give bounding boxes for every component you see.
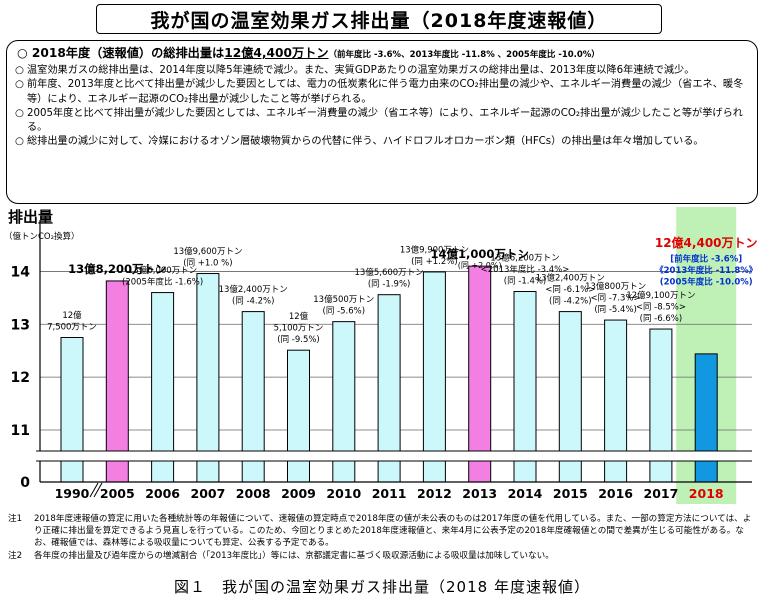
x-tick-label: 2015 [553, 486, 588, 501]
bullet-text: 温室効果ガスの総排出量は、2014年度以降5年連続で減少。また、実質GDPあたり… [27, 65, 695, 77]
data-label: 13億800万トン [585, 281, 646, 292]
page-title: 我が国の温室効果ガス排出量（2018年度速報値） [96, 4, 662, 34]
headline-comparison: （前年度比 -3.6%、2013年度比 -11.8% 、2005年度比 -10.… [328, 50, 600, 60]
bullet-mark: ○ [15, 107, 24, 119]
bullet-text: 2005年度と比べて排出量が減少した要因としては、エネルギー消費量の減少（省エネ… [27, 107, 743, 134]
bullet-mark: ○ [15, 136, 24, 148]
emissions-bar-chart: 排出量 （億トンCO₂換算） 0 11 12 13 14 1990 2005 2006 2007 20… [4, 207, 758, 504]
note-text: 各年度の排出量及び過年度からの増減割合（「2013年度比」）等には、京都議定書に… [34, 550, 554, 561]
note-key: 注1 [8, 514, 23, 524]
x-tick-label: 2009 [281, 486, 316, 501]
headline-text: 2018年度（速報値）の総排出量は [31, 46, 225, 60]
x-tick-label: 2006 [145, 486, 180, 501]
x-break-mark [93, 482, 103, 498]
note-1: 注1 2018年度速報値の算定に用いた各種統計等の年報値について、速報値の算定時点… [8, 513, 758, 550]
x-tick-label: 2008 [236, 486, 271, 501]
data-label: (同 -5.6%) [323, 307, 366, 317]
data-label: 14億1,000万トン [431, 247, 529, 261]
x-tick-label: 2013 [462, 486, 497, 501]
summary-bullet: ○ 総排出量の減少に対して、冷媒におけるオゾン層破壊物質からの代替に伴う、ハイドロ… [15, 135, 747, 149]
bullet-text: 総排出量の減少に対して、冷媒におけるオゾン層破壊物質からの代替に伴う、ハイドロフ… [27, 136, 704, 148]
data-label: 13億6,000万トン [128, 265, 197, 276]
data-label: (2005年度比 -10.0%) [660, 277, 753, 288]
data-label: (同 -4.2%) [232, 297, 275, 307]
bar-2009 [287, 349, 310, 483]
data-label: 12億4,400万トン [655, 235, 758, 250]
data-label: (同 -6.6%) [640, 314, 683, 324]
data-label: [前年度比 -3.6%] [670, 254, 742, 265]
data-label: 13億9,600万トン [173, 246, 242, 257]
data-label: 13億9,900万トン [400, 244, 469, 255]
y-tick-label: 14 [11, 264, 31, 280]
summary-box: ○ 2018年度（速報値）の総排出量は12億4,400万トン（前年度比 -3.6… [6, 40, 758, 204]
bullet-mark: ○ [15, 65, 24, 77]
data-label: (同 +1.0 %) [183, 259, 232, 269]
data-label: (同 -9.5%) [277, 335, 320, 345]
figure-caption: 図１ 我が国の温室効果ガス排出量（2018 年度速報値） [174, 578, 590, 596]
data-label: 12億 [289, 311, 309, 322]
summary-bullet: ○ 前年度、2013年度と比べて排出量が減少した要因としては、電力の低炭素化に伴う… [15, 78, 747, 106]
data-label: 《2013年度比 -11.8%》 [655, 265, 757, 276]
data-label: 12億9,100万トン [626, 290, 695, 301]
x-tick-label: 2016 [598, 486, 633, 501]
x-tick-label: 2011 [372, 486, 407, 501]
data-label: <同 -8.5%> [636, 303, 686, 313]
note-text: 2018年度速報値の算定に用いた各種統計等の年報値について、速報値の算定時点で2… [34, 514, 752, 549]
data-label: 13億6,200万トン [490, 253, 559, 264]
y-tick-label: 13 [11, 317, 30, 333]
x-tick-label: 2017 [644, 486, 679, 501]
x-tick-label: 2010 [326, 486, 361, 501]
bar-2018 [694, 353, 718, 483]
data-label: (2005年度比 -1.6%) [122, 277, 203, 288]
data-label: 13億2,400万トン [219, 284, 288, 295]
headline-mark: ○ [17, 46, 28, 60]
summary-bullet: ○ 2005年度と比べて排出量が減少した要因としては、エネルギー消費量の減少（省エ… [15, 107, 747, 135]
axis-break-band [36, 451, 756, 461]
x-tick-label: 2007 [191, 486, 226, 501]
bullet-text: 前年度、2013年度と比べて排出量が減少した要因としては、電力の低炭素化に伴う電… [27, 79, 744, 105]
data-label: 7,500万トン [47, 323, 97, 333]
y-axis-unit: （億トンCO₂換算） [4, 231, 80, 242]
y-axis-label: 排出量 [8, 208, 53, 226]
data-label: 5,100万トン [274, 324, 324, 334]
x-tick-label: 1990 [55, 486, 90, 501]
bar-2013 [468, 265, 492, 483]
data-label: 13億2,400万トン [536, 273, 605, 284]
x-tick-label: 2014 [508, 486, 543, 501]
data-label: (同 -4.2%) [549, 297, 592, 307]
x-tick-label: 2012 [417, 486, 452, 501]
y-tick-label: 0 [20, 475, 30, 491]
data-label: (同 -1.4%) [504, 277, 547, 287]
notes: 注1 2018年度速報値の算定に用いた各種統計等の年報値について、速報値の算定時点… [8, 513, 758, 562]
data-label: <2013年度比 -3.4%> [481, 264, 570, 275]
summary-headline: ○ 2018年度（速報値）の総排出量は12億4,400万トン（前年度比 -3.6… [17, 46, 747, 62]
bullet-mark: ○ [15, 79, 24, 91]
note-key: 注2 [8, 550, 23, 561]
data-label: (同 -1.9%) [368, 280, 411, 290]
data-label: <同 -7.3%> [591, 294, 641, 304]
note-2: 注2 各年度の排出量及び過年度からの増減割合（「2013年度比」）等には、京都議定… [8, 550, 758, 562]
y-tick-label: 11 [11, 423, 30, 439]
data-label: 13億500万トン [313, 294, 374, 305]
x-tick-label: 2005 [100, 486, 135, 501]
data-label: (同 +2.0%) [458, 261, 502, 270]
data-label: 13億5,600万トン [355, 267, 424, 278]
data-label: <同 -6.1%> [545, 285, 595, 295]
headline-total: 12億4,400万トン [224, 46, 329, 60]
data-label: 13億8,200万トン [68, 262, 166, 276]
data-label: (同 -5.4%) [594, 305, 637, 315]
bar-2012 [422, 271, 446, 483]
x-tick-label: 2018 [689, 486, 724, 501]
y-tick-label: 12 [11, 370, 30, 386]
data-label: 12億 [62, 310, 82, 321]
data-label: (同 +1.2%) [411, 257, 458, 267]
summary-bullet: ○ 温室効果ガスの総排出量は、2014年度以降5年連続で減少。また、実質GDPあた… [15, 64, 747, 78]
x-break-mark [89, 482, 99, 498]
